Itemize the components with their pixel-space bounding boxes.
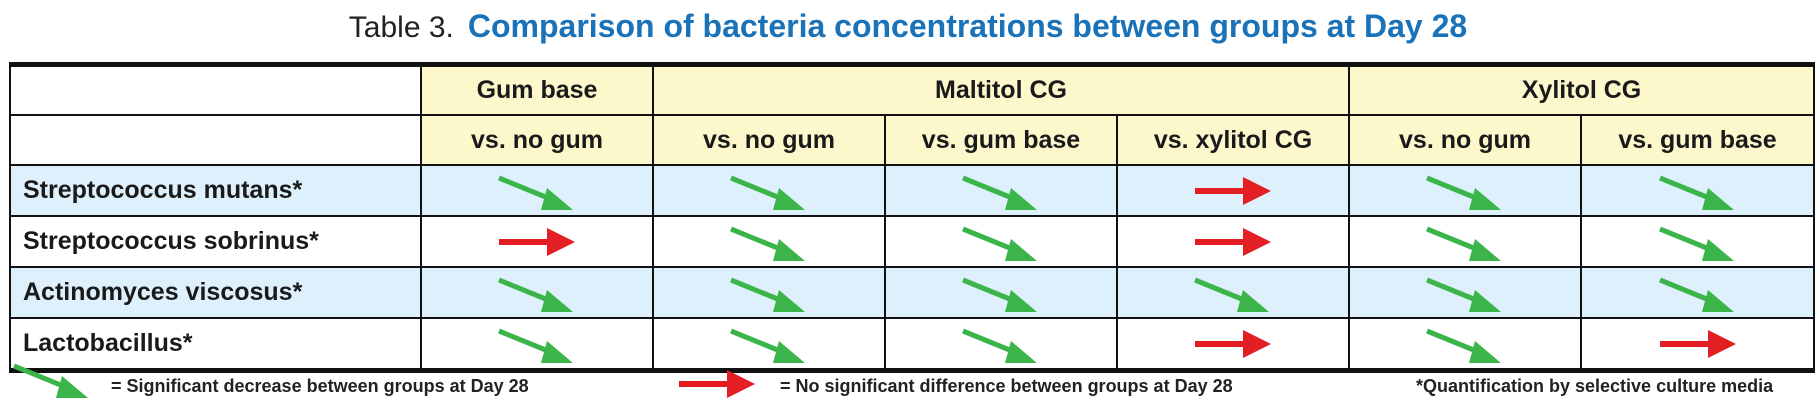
green-decrease-arrow-icon <box>886 174 1116 214</box>
result-cell <box>652 266 886 319</box>
result-cell <box>652 164 886 217</box>
green-decrease-arrow-icon <box>1118 276 1348 316</box>
result-cell <box>1348 215 1583 268</box>
green-decrease-arrow-icon <box>654 225 884 265</box>
green-decrease-arrow-icon <box>1350 276 1580 316</box>
table-row: Lactobacillus* <box>9 317 1816 373</box>
group-header-gum-base: Gum base <box>420 62 654 116</box>
table-caption: Comparison of bacteria concentrations be… <box>467 8 1468 44</box>
table-row: Actinomyces viscosus* <box>9 266 1816 319</box>
group-header-row: Gum base Maltitol CG Xylitol CG <box>9 62 1816 116</box>
red-no-difference-arrow-icon <box>422 224 652 260</box>
result-cell <box>420 164 654 217</box>
comparison-header: vs. no gum <box>420 114 654 166</box>
red-no-difference-arrow-icon <box>679 370 755 398</box>
legend-decrease-text: = Significant decrease between groups at… <box>111 376 529 396</box>
result-cell <box>1580 215 1816 268</box>
red-no-difference-arrow-icon <box>1118 224 1348 260</box>
result-cell <box>1115 266 1351 319</box>
green-decrease-arrow-icon <box>886 225 1116 265</box>
table-label: Table 3. <box>348 11 454 44</box>
group-header-maltitol: Maltitol CG <box>651 62 1351 116</box>
bacteria-name: Actinomyces viscosus* <box>9 266 422 319</box>
result-cell <box>884 317 1118 373</box>
result-cell <box>884 266 1118 319</box>
green-decrease-arrow-icon <box>1582 225 1813 265</box>
result-cell <box>1580 164 1816 217</box>
green-decrease-arrow-icon <box>654 174 884 214</box>
result-cell <box>652 317 886 373</box>
result-cell <box>884 215 1118 268</box>
bacteria-name: Lactobacillus* <box>9 317 422 373</box>
table-title: Table 3. Comparison of bacteria concentra… <box>0 8 1816 45</box>
bacteria-name: Streptococcus mutans* <box>9 164 422 217</box>
green-decrease-arrow-icon <box>886 327 1116 367</box>
green-decrease-arrow-icon <box>1350 327 1580 367</box>
green-decrease-arrow-icon <box>422 276 652 316</box>
green-decrease-arrow-icon <box>1350 225 1580 265</box>
table-row: Streptococcus sobrinus* <box>9 215 1816 268</box>
result-cell <box>1348 266 1583 319</box>
green-decrease-arrow-icon <box>654 327 884 367</box>
comparison-header-row: vs. no gum vs. no gum vs. gum base vs. x… <box>9 114 1816 166</box>
green-decrease-arrow-icon <box>1350 174 1580 214</box>
result-cell <box>1115 317 1351 373</box>
result-cell <box>420 266 654 319</box>
result-cell <box>1115 164 1351 217</box>
corner-cell <box>9 114 422 166</box>
result-cell <box>884 164 1118 217</box>
red-no-difference-arrow-icon <box>1582 326 1813 362</box>
green-decrease-arrow-icon <box>886 276 1116 316</box>
footnote: *Quantification by selective culture med… <box>1416 376 1774 396</box>
result-cell <box>1115 215 1351 268</box>
green-decrease-arrow-icon <box>13 363 88 398</box>
red-no-difference-arrow-icon <box>1118 173 1348 209</box>
comparison-header: vs. gum base <box>1580 114 1816 166</box>
table-row: Streptococcus mutans* <box>9 164 1816 217</box>
comparison-header: vs. no gum <box>1348 114 1583 166</box>
green-decrease-arrow-icon <box>422 174 652 214</box>
group-header-xylitol: Xylitol CG <box>1348 62 1816 116</box>
result-cell <box>1348 317 1583 373</box>
result-cell <box>652 215 886 268</box>
bacteria-name: Streptococcus sobrinus* <box>9 215 422 268</box>
green-decrease-arrow-icon <box>1582 174 1813 214</box>
corner-cell <box>9 62 422 116</box>
comparison-header: vs. xylitol CG <box>1115 114 1351 166</box>
comparison-table: Gum base Maltitol CG Xylitol CG vs. no g… <box>9 62 1816 373</box>
green-decrease-arrow-icon <box>654 276 884 316</box>
comparison-header: vs. no gum <box>652 114 886 166</box>
comparison-header: vs. gum base <box>884 114 1118 166</box>
red-no-difference-arrow-icon <box>1118 326 1348 362</box>
legend-no-difference-text: = No significant difference between grou… <box>780 376 1233 396</box>
green-decrease-arrow-icon <box>1582 276 1813 316</box>
green-decrease-arrow-icon <box>422 327 652 367</box>
result-cell <box>1580 317 1816 373</box>
legend: = Significant decrease between groups at… <box>0 363 1816 402</box>
result-cell <box>420 317 654 373</box>
result-cell <box>420 215 654 268</box>
result-cell <box>1348 164 1583 217</box>
result-cell <box>1580 266 1816 319</box>
